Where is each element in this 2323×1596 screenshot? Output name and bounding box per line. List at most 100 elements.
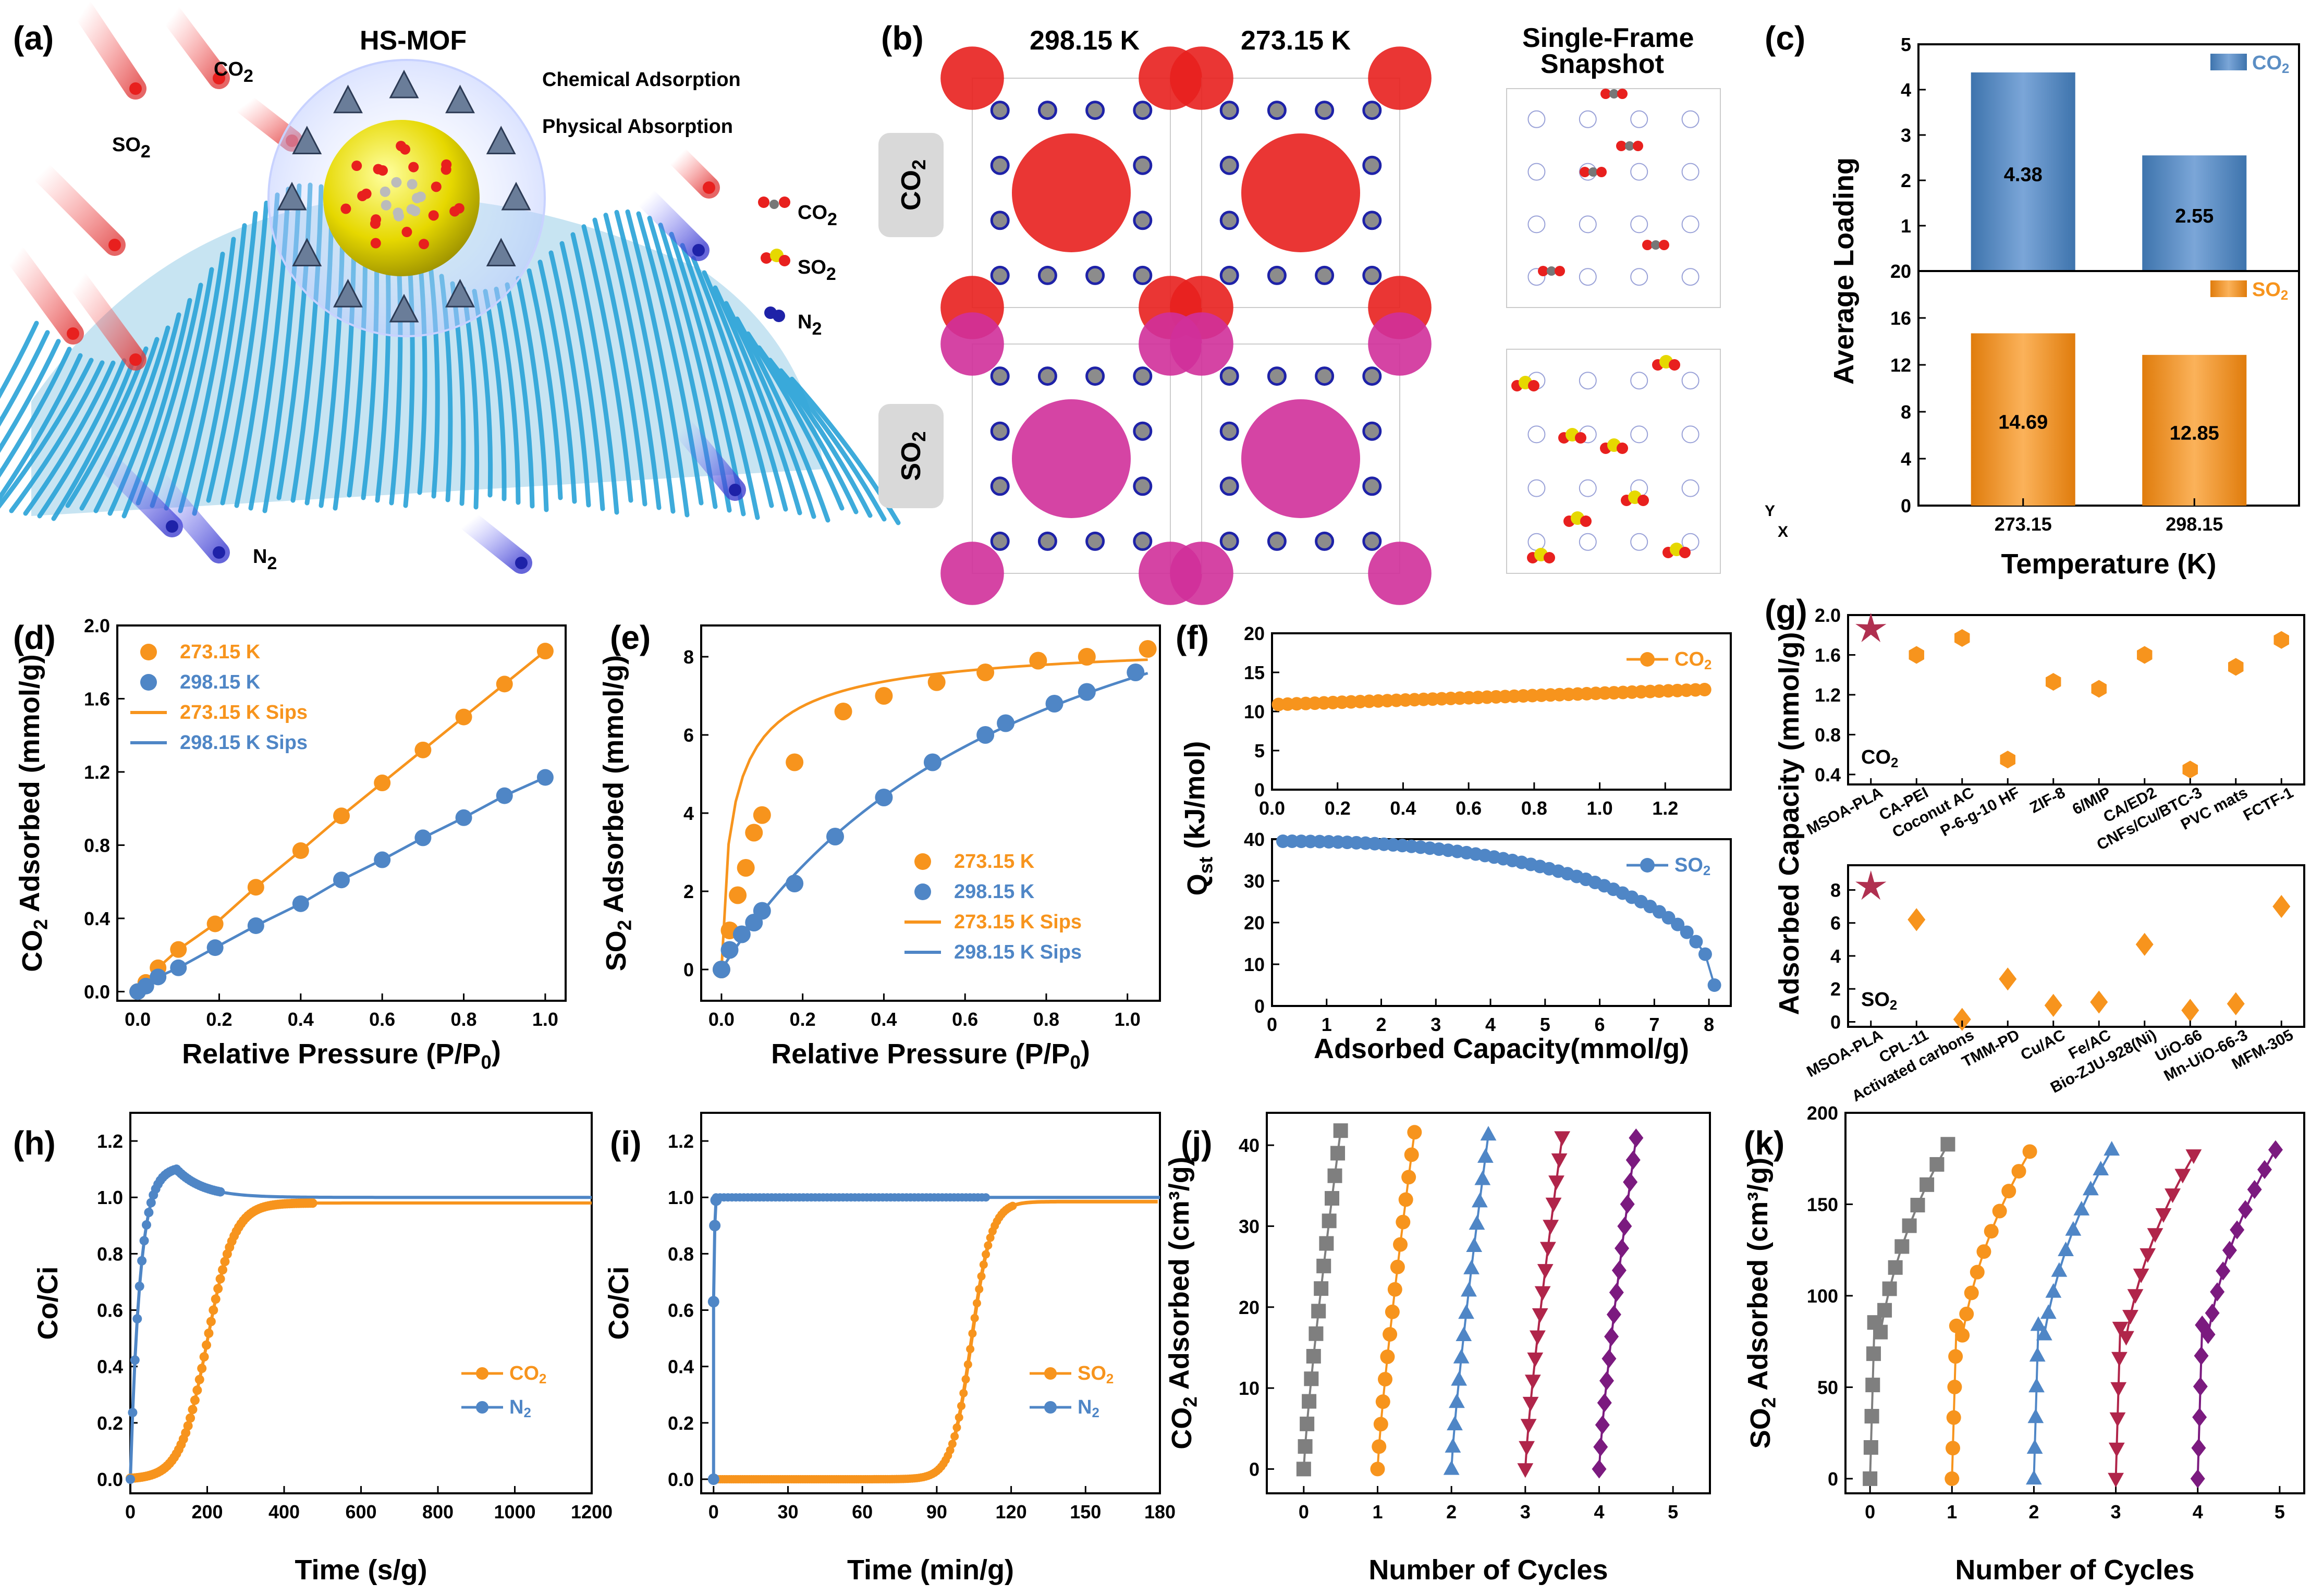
framework-node bbox=[1630, 110, 1648, 128]
mof-molecule bbox=[401, 227, 412, 238]
co2-molecule bbox=[1616, 141, 1627, 151]
cycle-2-point bbox=[1463, 1259, 1480, 1274]
cycle-2-point bbox=[2065, 1221, 2082, 1236]
data-point-273.15 K bbox=[927, 673, 946, 691]
y-tick-label: 8 bbox=[683, 646, 694, 668]
framework-node bbox=[1527, 479, 1546, 497]
panel-i: (i) 0 30 60 90 120 150 180 0.0 0.2 0.4 0.6 0.8 1.0 1.2… bbox=[603, 1112, 1176, 1586]
gas-streak bbox=[72, 0, 146, 100]
panel-label-g: (g) bbox=[1765, 593, 1807, 630]
cycle-0-point bbox=[1866, 1346, 1881, 1361]
framework-node bbox=[1133, 155, 1153, 175]
x-tick-label: 800 bbox=[422, 1501, 454, 1523]
cycle-line bbox=[1598, 1137, 1637, 1469]
y-tick-label: 0.4 bbox=[668, 1356, 694, 1378]
cycle-1-point bbox=[1984, 1224, 1999, 1239]
cycle-1-point bbox=[1393, 1237, 1408, 1252]
cycle-2-point bbox=[1466, 1237, 1483, 1252]
framework-node bbox=[990, 101, 1010, 120]
framework-node bbox=[990, 265, 1010, 285]
y-tick-label: 0.0 bbox=[84, 981, 110, 1002]
gas-molecule bbox=[108, 239, 121, 251]
y-tick-label: 15 bbox=[1244, 662, 1265, 683]
cycle-3-point bbox=[2109, 1412, 2126, 1427]
y-axis-label: Qst (kJ/mol) bbox=[1179, 741, 1216, 896]
capacity-point-Bio-ZJU-928(Ni) bbox=[2135, 932, 2154, 956]
cycle-2-point bbox=[2029, 1347, 2046, 1362]
framework-node bbox=[1630, 268, 1648, 286]
fiber-strand bbox=[767, 358, 873, 518]
panel-gas-label: CO2 bbox=[1861, 746, 1898, 770]
data-point-273.15 K bbox=[536, 643, 554, 660]
n2-point bbox=[141, 1220, 151, 1230]
fiber-strand bbox=[0, 330, 50, 427]
framework-node bbox=[990, 366, 1010, 386]
qst-point bbox=[1707, 978, 1721, 992]
x-tick-label: 30 bbox=[777, 1501, 798, 1523]
fiber-strand bbox=[713, 285, 802, 515]
y-tick-label: 0.0 bbox=[97, 1469, 123, 1490]
data-point-273.15 K bbox=[753, 806, 771, 824]
cycle-3-point bbox=[1534, 1286, 1551, 1301]
legend-text: SO2 bbox=[2252, 279, 2288, 303]
y-tick-label: 1.2 bbox=[84, 762, 110, 783]
fiber-strand bbox=[603, 213, 662, 510]
data-point-273.15 K bbox=[496, 676, 513, 693]
capacity-point-MFM-305 bbox=[2272, 894, 2291, 918]
capacity-point-ZIF-8 bbox=[2046, 673, 2061, 691]
plot-frame bbox=[1917, 270, 2300, 507]
data-point-273.15 K bbox=[834, 703, 852, 720]
y-tick-label: 6 bbox=[683, 725, 694, 746]
y-tick-label: 0.0 bbox=[668, 1469, 694, 1490]
panel-d: (d) 0.0 0.2 0.4 0.6 0.8 1.0 0.0 0.4 0.8 1.2 1.6 2.0 2… bbox=[13, 615, 567, 1073]
framework-node bbox=[1362, 531, 1382, 551]
y-tick-label: 5 bbox=[1901, 34, 1911, 55]
fiber-strand bbox=[220, 200, 269, 506]
cycle-1-point bbox=[1976, 1244, 1991, 1259]
cycle-1-point bbox=[1959, 1306, 1974, 1321]
x-tick-label: 5 bbox=[2275, 1501, 2285, 1523]
y-tick-label: 0.8 bbox=[97, 1243, 123, 1264]
cycle-4-point bbox=[1593, 1437, 1608, 1457]
framework-node bbox=[1267, 531, 1287, 551]
so2-point bbox=[952, 1423, 961, 1432]
y-tick-label: 10 bbox=[1239, 1378, 1260, 1399]
cycle-3-point bbox=[1519, 1441, 1535, 1456]
co2-snapshot bbox=[1506, 88, 1721, 308]
cycle-line bbox=[1869, 1144, 1949, 1479]
mof-framework-decor bbox=[277, 69, 531, 323]
cycle-line bbox=[1524, 1137, 1563, 1469]
cycle-0-point bbox=[1302, 1394, 1317, 1409]
gas-streak bbox=[31, 161, 126, 256]
framework-node bbox=[1681, 215, 1700, 234]
framework-node bbox=[1527, 215, 1546, 234]
x-tick-label: 273.15 bbox=[1995, 513, 2052, 535]
cycle-4-point bbox=[1620, 1195, 1635, 1214]
cycle-4-point bbox=[1606, 1305, 1621, 1324]
so2-point bbox=[955, 1413, 963, 1422]
y-tick-label: 10 bbox=[1244, 954, 1265, 975]
framework-node bbox=[1315, 366, 1335, 386]
mof-molecule bbox=[454, 203, 464, 214]
x-axis-label: Time (min/g) bbox=[847, 1554, 1014, 1586]
y-tick-label: 2 bbox=[1830, 978, 1841, 1000]
cycle-3-point bbox=[2133, 1268, 2149, 1283]
y-tick-label: 1.6 bbox=[84, 688, 110, 709]
plot-frame bbox=[1266, 1112, 1711, 1494]
cycle-1-point bbox=[1373, 1417, 1388, 1432]
y-tick-label: 100 bbox=[1807, 1285, 1838, 1307]
capacity-point-FCTF-1 bbox=[2273, 631, 2289, 649]
x-tick-label: 0.8 bbox=[1521, 797, 1547, 819]
so2-point bbox=[1008, 1201, 1017, 1210]
x-axis-label: Number of Cycles bbox=[1368, 1554, 1608, 1586]
so2-breakthrough-line bbox=[713, 1199, 1158, 1481]
y-tick-label: 1.2 bbox=[1815, 684, 1841, 706]
framework-node bbox=[1085, 366, 1105, 386]
framework-node bbox=[1579, 533, 1597, 551]
x-tick-label: 90 bbox=[926, 1501, 947, 1523]
fiber-strand bbox=[735, 316, 830, 523]
x-tick-label: 0.6 bbox=[369, 1009, 395, 1030]
co2-298-density bbox=[940, 46, 1202, 339]
gas-molecule bbox=[213, 72, 225, 84]
so2-273-density bbox=[1170, 312, 1432, 605]
